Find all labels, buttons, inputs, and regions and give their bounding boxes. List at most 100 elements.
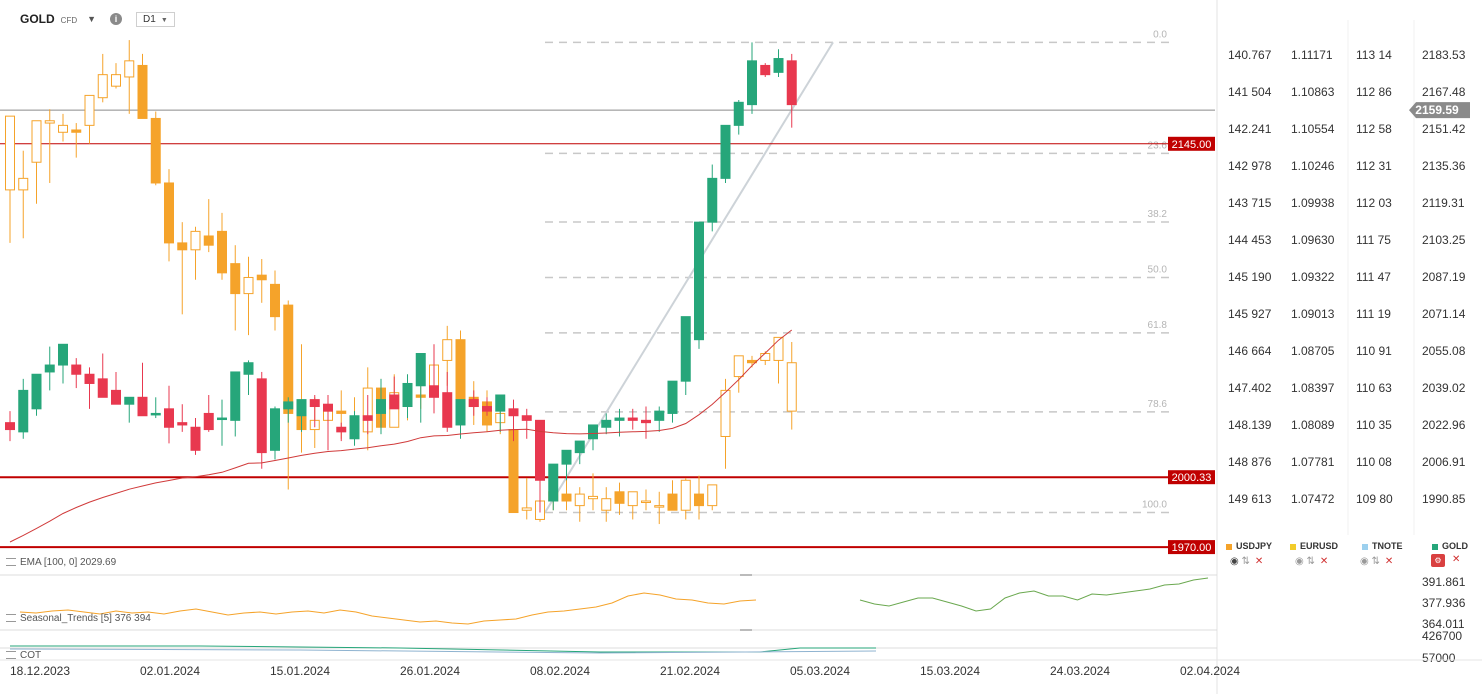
candle-body [495, 394, 506, 412]
close-icon[interactable]: ✕ [1319, 556, 1329, 567]
candle-body [190, 230, 201, 251]
gold-candle [111, 371, 121, 405]
gold-candle [667, 380, 678, 423]
eye-icon[interactable]: ◉ [1360, 556, 1369, 567]
close-icon[interactable]: ✕ [1384, 556, 1394, 567]
candle-body [270, 408, 280, 451]
usdjpy-candle [521, 477, 532, 520]
close-icon[interactable]: ✕ [1452, 554, 1461, 565]
candle-body [31, 373, 42, 410]
sort-icon[interactable]: ⇅ [1306, 556, 1315, 567]
gold-candle [627, 408, 638, 430]
candle-body [667, 493, 678, 511]
candle-body [203, 412, 214, 431]
indicator-icon [6, 614, 16, 623]
candle-body [508, 408, 519, 417]
chart-header: GOLD CFD ▼ i D1 ▼ [20, 10, 175, 28]
candle-body [601, 419, 612, 428]
eurusd-tick: 1.08089 [1291, 418, 1335, 432]
gold-candle [574, 440, 585, 465]
usdjpy-candle [177, 222, 188, 315]
seasonal-tick: 377.936 [1422, 596, 1466, 610]
gold-candle [588, 424, 598, 451]
close-icon[interactable]: ✕ [1254, 556, 1264, 567]
sort-icon[interactable]: ⇅ [1241, 556, 1250, 567]
usdjpy-tick: 146 664 [1228, 344, 1272, 358]
tnote-tick: 110 08 [1356, 455, 1392, 469]
sort-icon[interactable]: ⇅ [1371, 556, 1380, 567]
candle-body [508, 429, 519, 514]
usdjpy-candle [44, 109, 55, 183]
fib-label: 23.6 [1148, 140, 1168, 151]
eurusd-tick: 1.09013 [1291, 307, 1335, 321]
gold-candle [548, 463, 559, 511]
gold-candle [429, 344, 439, 414]
candle-body [415, 353, 426, 387]
gold-candle [177, 404, 188, 432]
instrument-type: CFD [60, 16, 78, 25]
usdjpy-tick: 148.139 [1228, 418, 1272, 432]
usdjpy-tick: 142 978 [1228, 159, 1272, 173]
usdjpy-candle [283, 300, 294, 490]
x-tick-label: 18.12.2023 [10, 664, 70, 678]
symbol-dropdown-icon[interactable]: ▼ [87, 14, 97, 24]
candle-body [124, 396, 135, 405]
level-tag-label: 1970.00 [1172, 542, 1212, 554]
gold-candle [309, 394, 320, 428]
candle-body [588, 424, 598, 440]
gold-candle [31, 373, 42, 416]
gold-candle [256, 371, 267, 469]
candle-body [720, 389, 731, 437]
gold-candle [362, 394, 373, 435]
candle-body [323, 403, 333, 412]
tnote-controls: ◉ ⇅ ✕ [1360, 556, 1393, 567]
candle-body [283, 401, 294, 410]
eurusd-tick: 1.08705 [1291, 344, 1335, 358]
candle-body [574, 493, 585, 507]
settings-icon[interactable]: ⚙ [1431, 554, 1445, 567]
candle-body [270, 283, 280, 318]
usdjpy-candle [150, 111, 161, 186]
gold-candle [5, 411, 15, 442]
candle-body [71, 129, 82, 133]
cot-label[interactable]: COT [6, 650, 41, 661]
tnote-tick: 112 31 [1356, 159, 1392, 173]
candle-body [137, 64, 148, 119]
symbol-name[interactable]: GOLD [20, 12, 55, 26]
gold-candle [601, 413, 612, 435]
candle-body [733, 101, 744, 126]
candle-body [627, 491, 638, 507]
legend-tnote[interactable]: TNOTE [1362, 541, 1403, 551]
eye-icon[interactable]: ◉ [1230, 556, 1239, 567]
gold-candle [654, 406, 665, 432]
x-tick-label: 21.02.2024 [660, 664, 720, 678]
legend-eurusd[interactable]: EURUSD [1290, 541, 1338, 551]
eye-icon[interactable]: ◉ [1295, 556, 1304, 567]
info-icon[interactable]: i [110, 13, 123, 25]
candle-body [614, 491, 625, 504]
legend-usdjpy[interactable]: USDJPY [1226, 541, 1272, 551]
timeframe-chevron-icon: ▼ [160, 16, 168, 24]
fib-label: 61.8 [1148, 320, 1168, 331]
candle-body [203, 235, 214, 246]
usdjpy-candle [667, 480, 678, 511]
candle-body [680, 316, 691, 382]
gold-candle [84, 367, 95, 409]
candle-body [614, 417, 625, 421]
level-tag-label: 2145.00 [1172, 139, 1212, 151]
eurusd-tick: 1.09630 [1291, 233, 1335, 247]
fib-label: 100.0 [1142, 500, 1167, 511]
gold-candle [203, 394, 214, 432]
eurusd-tick: 1.10246 [1291, 159, 1335, 173]
timeframe-select[interactable]: D1 ▼ [136, 11, 175, 27]
gold-candle [747, 42, 757, 114]
seasonal-label[interactable]: Seasonal_Trends [5] 376 394 [6, 613, 151, 624]
candle-body [521, 507, 532, 511]
candle-body [521, 415, 532, 421]
usdjpy-tick: 145 927 [1228, 307, 1272, 321]
ema-label[interactable]: EMA [100, 0] 2029.69 [6, 557, 116, 568]
candle-body [455, 399, 466, 426]
legend-gold[interactable]: GOLD [1432, 541, 1468, 551]
tnote-tick: 112 03 [1356, 196, 1392, 210]
